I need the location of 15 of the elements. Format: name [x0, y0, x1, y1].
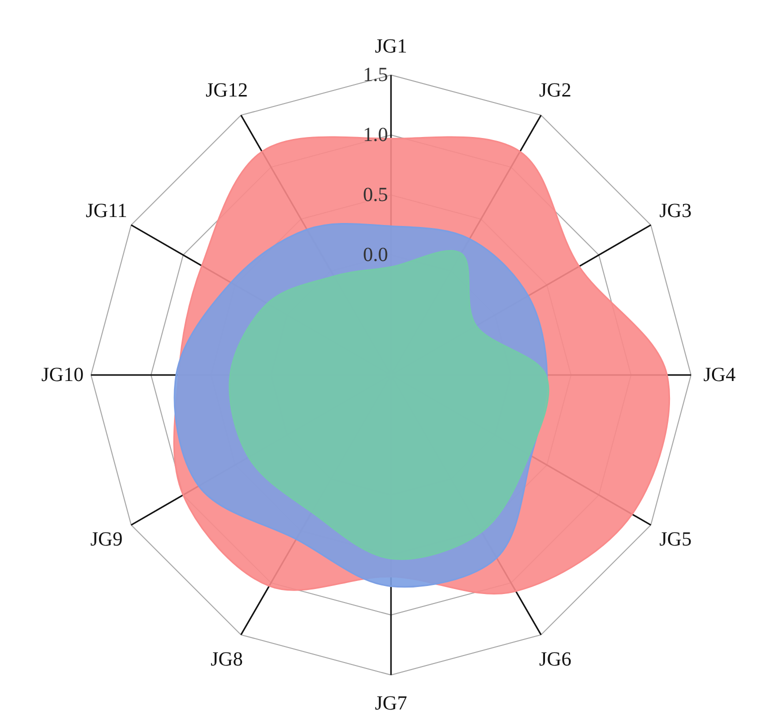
y-tick-label: 0.5 [363, 184, 388, 206]
spoke-label: JG4 [703, 364, 736, 386]
spoke-label: JG10 [41, 364, 84, 386]
spoke-label: JG1 [374, 36, 408, 58]
spoke-label: JG12 [206, 80, 248, 102]
spoke-label: JG8 [210, 648, 243, 670]
spoke-label: JG5 [659, 528, 692, 550]
y-tick-label: 1.5 [363, 64, 388, 86]
spoke-label: JG6 [539, 648, 572, 670]
spoke-label: JG9 [90, 528, 123, 550]
y-tick-label: 0.0 [363, 244, 388, 266]
spoke-label: JG7 [374, 692, 408, 714]
spoke-label: JG11 [86, 200, 128, 222]
spoke-label: JG3 [659, 200, 692, 222]
spoke-label: JG2 [539, 80, 572, 102]
